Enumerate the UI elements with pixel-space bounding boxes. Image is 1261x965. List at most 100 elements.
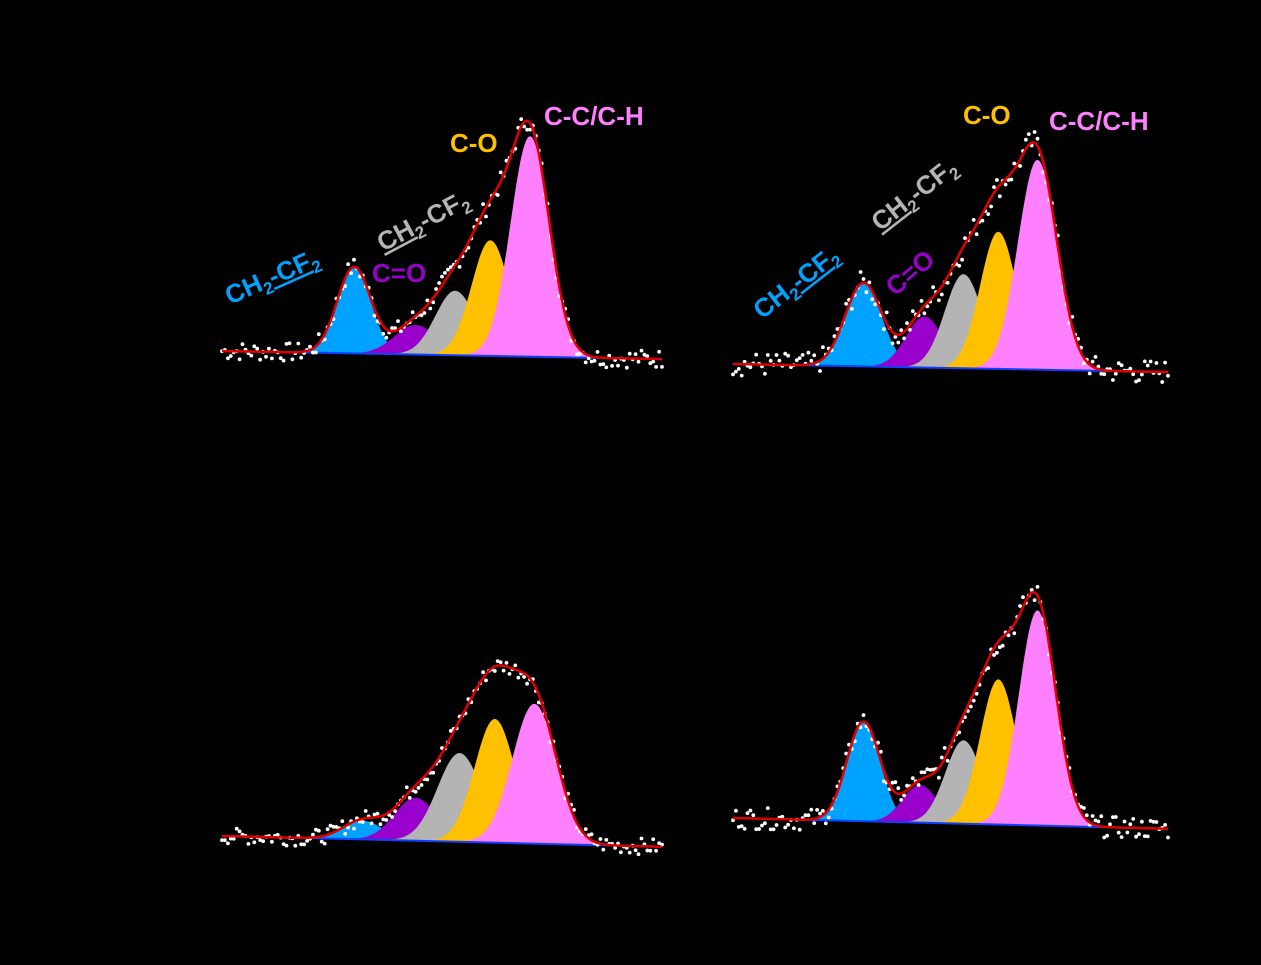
peak-co_single [925, 679, 1072, 827]
data-point [910, 776, 915, 781]
data-point [378, 822, 383, 827]
data-point [422, 311, 427, 315]
data-point [861, 277, 866, 281]
data-point [1137, 378, 1141, 383]
data-point [522, 675, 526, 679]
data-point [642, 352, 647, 357]
data-point [258, 357, 262, 362]
data-point [583, 827, 588, 831]
data-point [754, 827, 759, 832]
data-point [1090, 814, 1095, 818]
peak-co_double [851, 316, 998, 369]
data-point [748, 808, 753, 813]
data-point [971, 698, 976, 703]
data-point [399, 329, 403, 333]
data-point [601, 362, 606, 366]
data-point [1084, 813, 1089, 818]
data-point [346, 262, 350, 267]
peak-cc [446, 703, 623, 846]
data-point [516, 675, 521, 680]
data-point [572, 808, 576, 812]
data-point [278, 356, 283, 361]
data-point [1087, 371, 1092, 376]
data-point [739, 824, 744, 828]
data-point [484, 678, 488, 683]
data-point [922, 311, 927, 316]
data-point [226, 356, 230, 361]
data-point [1154, 361, 1159, 365]
peak-ch2 [888, 274, 1039, 370]
data-point [992, 653, 996, 657]
data-point [1021, 595, 1025, 600]
data-point [220, 838, 224, 842]
data-point [384, 335, 389, 340]
data-point [223, 838, 227, 843]
data-point [1119, 835, 1124, 839]
data-point [495, 193, 500, 197]
data-point [1142, 359, 1147, 364]
data-point [997, 194, 1002, 199]
data-point [246, 842, 251, 846]
data-point [763, 371, 767, 376]
data-point [899, 328, 904, 333]
data-point [431, 770, 436, 775]
data-point [592, 358, 597, 363]
data-point [812, 353, 817, 358]
data-point [986, 666, 991, 670]
data-point [1148, 359, 1153, 364]
data-point [610, 364, 614, 368]
peak-co_single [414, 240, 567, 358]
data-point [648, 361, 653, 366]
data-point [651, 359, 656, 364]
data-point [902, 336, 906, 341]
data-point [1003, 182, 1008, 187]
data-point [352, 826, 356, 831]
data-point [1093, 355, 1098, 359]
data-point [416, 786, 421, 790]
data-point [393, 326, 397, 330]
data-point [616, 363, 620, 368]
data-point [768, 827, 773, 832]
data-point [986, 212, 991, 217]
data-point [902, 793, 906, 798]
label-co-double: C=O [372, 258, 426, 288]
data-point [296, 341, 301, 346]
data-point [311, 350, 315, 355]
data-point [881, 327, 886, 331]
data-point [281, 842, 286, 846]
data-point [910, 309, 915, 313]
data-point [484, 214, 488, 219]
data-point [1035, 585, 1040, 589]
data-point [1018, 164, 1022, 168]
data-point [786, 353, 790, 358]
data-point [1145, 363, 1150, 368]
data-point [818, 369, 822, 373]
data-point [908, 327, 912, 332]
data-point [372, 812, 377, 817]
data-point [974, 232, 979, 237]
data-point [636, 359, 641, 364]
data-point [844, 301, 848, 306]
data-point [1006, 633, 1011, 638]
peak-cc [962, 610, 1113, 828]
data-point [806, 813, 811, 818]
data-point [639, 348, 644, 353]
data-point [1032, 598, 1037, 602]
data-point [437, 281, 441, 285]
data-point [381, 332, 386, 336]
data-point [742, 359, 747, 364]
data-point [734, 369, 738, 374]
data-point [299, 842, 304, 847]
data-point [890, 341, 895, 346]
data-point [806, 350, 811, 355]
data-point [1154, 820, 1159, 824]
data-point [1119, 363, 1124, 368]
data-point [797, 356, 802, 360]
data-point [443, 271, 447, 275]
peak-ch2 [376, 290, 535, 357]
data-point [1006, 178, 1011, 182]
data-point [270, 356, 274, 361]
data-point [390, 326, 394, 330]
data-point [299, 355, 304, 360]
